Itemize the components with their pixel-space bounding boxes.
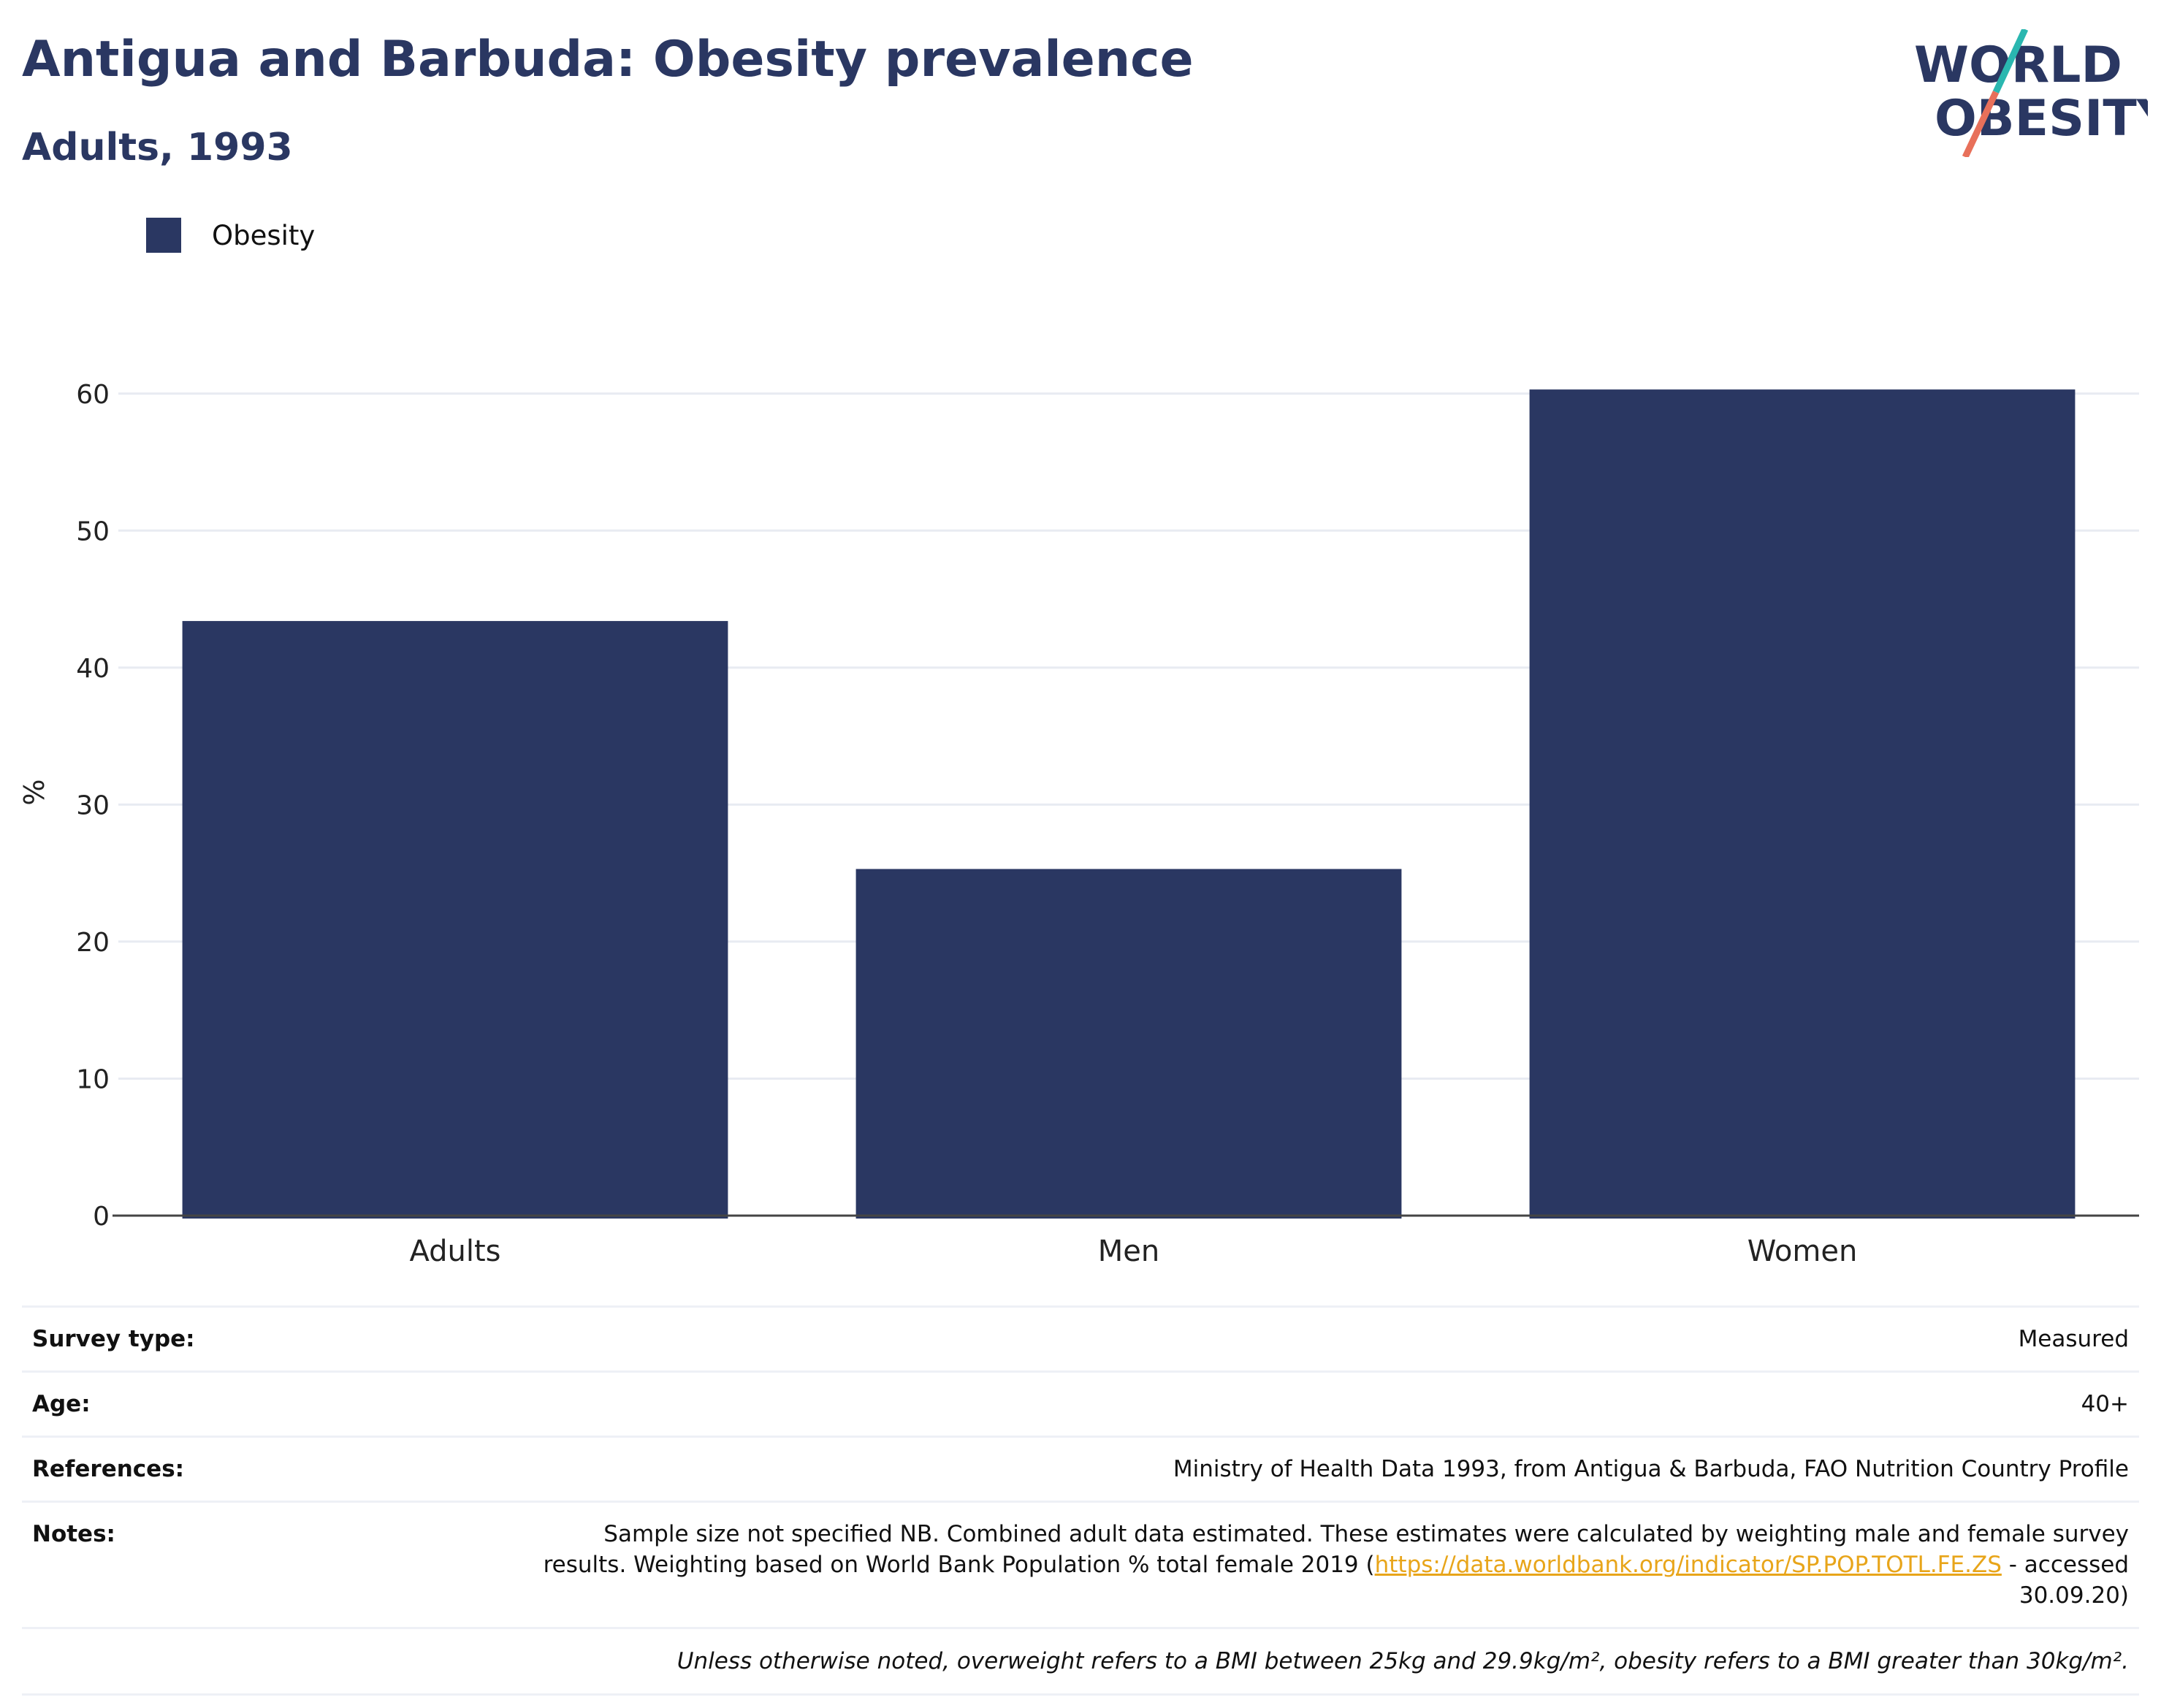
page-title: Antigua and Barbuda: Obesity prevalence <box>22 31 1194 88</box>
world-obesity-logo: WORLD OBESITY <box>1914 29 2148 157</box>
survey-type-value: Measured <box>2018 1326 2129 1352</box>
x-category-labels: Adults Men Women <box>409 1235 1857 1268</box>
notes-text-after: - accessed 30.09.20) <box>2001 1552 2129 1609</box>
x-category-label: Women <box>1748 1235 1858 1268</box>
bar-men <box>855 869 1402 1219</box>
logo-text-obesity: OBESITY <box>1935 90 2148 148</box>
survey-type-label: Survey type: <box>32 1326 195 1352</box>
y-tick-label: 50 <box>76 516 110 546</box>
logo-slash-top <box>1992 29 2029 94</box>
x-category-label: Adults <box>409 1235 500 1268</box>
y-tick-label: 60 <box>76 380 110 410</box>
page-subtitle: Adults, 1993 <box>22 126 293 169</box>
notes-label: Notes: <box>32 1521 115 1547</box>
bar-women <box>1529 389 2076 1219</box>
y-tick-label: 30 <box>76 790 110 820</box>
chart-legend: Obesity <box>146 218 315 253</box>
notes-value: Sample size not specified NB. Combined a… <box>522 1519 2129 1611</box>
bar-adults <box>182 621 728 1219</box>
legend-label: Obesity <box>212 219 316 251</box>
bmi-footnote: Unless otherwise noted, overweight refer… <box>22 1627 2139 1696</box>
y-tick-label: 10 <box>76 1064 110 1094</box>
age-row: Age: 40+ <box>22 1370 2139 1436</box>
references-label: References: <box>32 1456 185 1482</box>
info-table: Survey type: Measured Age: 40+ Reference… <box>22 1305 2139 1696</box>
x-category-label: Men <box>1098 1235 1159 1268</box>
y-tick-label: 0 <box>93 1202 110 1232</box>
bar-chart: 0 10 20 30 40 50 60 Adults Men Women % <box>18 380 2139 1268</box>
bars <box>182 389 2076 1219</box>
age-label: Age: <box>32 1391 91 1417</box>
y-axis-label: % <box>18 779 50 805</box>
survey-type-row: Survey type: Measured <box>22 1305 2139 1370</box>
legend-swatch <box>146 218 181 253</box>
references-row: References: Ministry of Health Data 1993… <box>22 1436 2139 1501</box>
references-value: Ministry of Health Data 1993, from Antig… <box>1173 1456 2129 1482</box>
y-tick-label: 40 <box>76 654 110 684</box>
notes-text-before: Sample size not specified NB. Combined a… <box>543 1521 2129 1578</box>
y-tick-labels: 0 10 20 30 40 50 60 <box>76 380 110 1232</box>
logo-slash-bottom <box>1962 91 2000 157</box>
y-tick-label: 20 <box>76 928 110 958</box>
age-value: 40+ <box>2081 1391 2129 1417</box>
notes-row: Notes: Sample size not specified NB. Com… <box>22 1501 2139 1627</box>
worldbank-link[interactable]: https://data.worldbank.org/indicator/SP.… <box>1374 1552 2002 1578</box>
